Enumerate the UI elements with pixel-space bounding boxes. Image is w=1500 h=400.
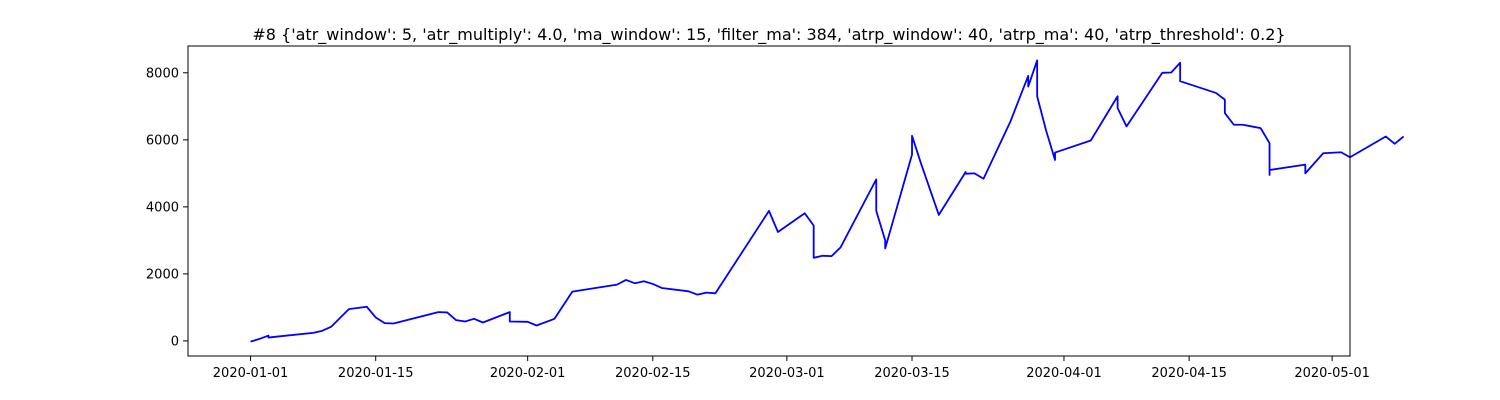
x-axis: 2020-01-01 2020-01-15 2020-02-01 2020-02-15… [213,356,1370,381]
y-axis: 0 2000 4000 6000 8000 [146,66,188,349]
y-tick-label: 6000 [146,133,179,148]
plot-frame [187,45,1351,357]
y-tick-label: 4000 [146,200,179,215]
x-tick-label: 2020-01-01 [213,366,289,381]
y-tick-label: 2000 [146,267,179,282]
y-tick-label: 0 [171,334,179,349]
x-tick-label: 2020-02-15 [615,366,691,381]
x-tick-label: 2020-01-15 [338,366,414,381]
plot-area [250,59,1405,343]
y-tick-label: 8000 [146,66,179,81]
x-tick-label: 2020-04-15 [1151,366,1227,381]
x-tick-label: 2020-02-01 [490,366,566,381]
chart-title: #8 {'atr_window': 5, 'atr_multiply': 4.0… [252,25,1285,45]
x-tick-label: 2020-03-15 [874,366,950,381]
x-tick-label: 2020-03-01 [749,366,825,381]
x-tick-label: 2020-05-01 [1294,366,1370,381]
series-line-0 [250,59,1405,343]
x-tick-label: 2020-04-01 [1026,366,1102,381]
